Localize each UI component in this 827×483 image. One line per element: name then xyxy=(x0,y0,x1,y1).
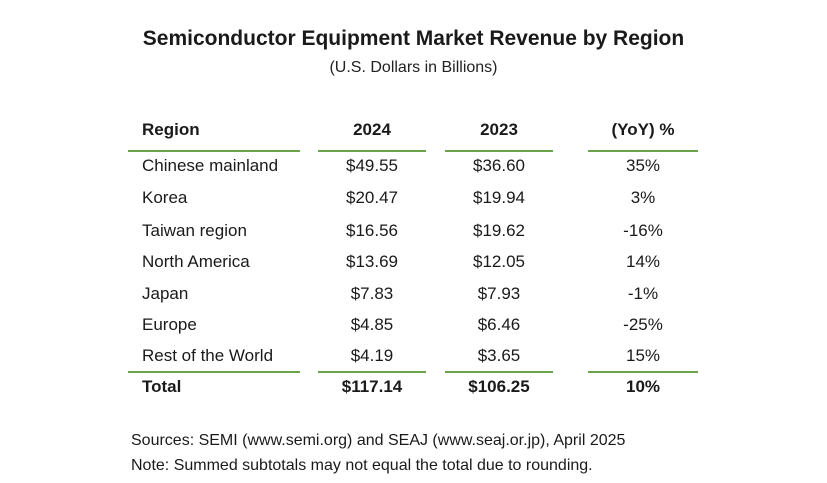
row-region: Korea xyxy=(142,188,188,207)
row-region: Japan xyxy=(142,284,189,303)
row-yoy: 15% xyxy=(625,346,661,365)
row-region: North America xyxy=(142,252,250,271)
row-2023: $7.93 xyxy=(477,284,521,303)
row-2024: $20.47 xyxy=(346,188,398,207)
table-total-row: Total $117.14 $106.25 10% xyxy=(0,374,827,400)
row-2024: $49.55 xyxy=(346,156,398,175)
row-2023: $19.94 xyxy=(473,188,525,207)
row-yoy: -16% xyxy=(623,221,663,240)
table-row: Japan $7.83 $7.93 -1% xyxy=(0,281,827,307)
row-2024: $16.56 xyxy=(346,221,398,240)
row-2023: $3.65 xyxy=(477,346,521,365)
total-yoy: 10% xyxy=(625,377,661,396)
row-yoy: 3% xyxy=(630,188,656,207)
row-2023: $36.60 xyxy=(473,156,525,175)
total-2023: $106.25 xyxy=(468,377,530,396)
row-yoy: -1% xyxy=(627,284,659,303)
row-2024: $4.19 xyxy=(350,346,394,365)
header-region: Region xyxy=(142,120,200,139)
table-row: Chinese mainland $49.55 $36.60 35% xyxy=(0,153,827,179)
page-subtitle: (U.S. Dollars in Billions) xyxy=(329,59,498,76)
row-2023: $19.62 xyxy=(473,221,525,240)
header-yoy: (YoY) % xyxy=(611,120,675,139)
header-rule-2023 xyxy=(445,150,553,152)
total-2024: $117.14 xyxy=(341,377,403,396)
total-label: Total xyxy=(142,377,182,396)
total-rule-2023 xyxy=(445,371,553,373)
row-yoy: -25% xyxy=(623,315,663,334)
row-2023: $6.46 xyxy=(477,315,521,334)
table-row: Europe $4.85 $6.46 -25% xyxy=(0,312,827,338)
table-row: Korea $20.47 $19.94 3% xyxy=(0,185,827,211)
page-title: Semiconductor Equipment Market Revenue b… xyxy=(142,27,685,50)
header-rule-yoy xyxy=(588,150,698,152)
table-header-row: Region 2024 2023 (YoY) % xyxy=(0,117,827,143)
sources-note: Sources: SEMI (www.semi.org) and SEAJ (w… xyxy=(131,432,626,449)
total-rule-yoy xyxy=(588,371,698,373)
table-row: Rest of the World $4.19 $3.65 15% xyxy=(0,343,827,369)
row-region: Europe xyxy=(142,315,197,334)
row-region: Chinese mainland xyxy=(142,156,279,175)
row-yoy: 14% xyxy=(625,252,661,271)
row-2024: $7.83 xyxy=(350,284,394,303)
row-2023: $12.05 xyxy=(473,252,525,271)
rounding-note: Note: Summed subtotals may not equal the… xyxy=(131,457,593,474)
header-2024: 2024 xyxy=(353,120,391,139)
table-row: Taiwan region $16.56 $19.62 -16% xyxy=(0,218,827,244)
row-2024: $4.85 xyxy=(350,315,394,334)
header-2023: 2023 xyxy=(480,120,518,139)
header-rule-region xyxy=(128,150,300,152)
total-rule-region xyxy=(128,371,300,373)
header-rule-2024 xyxy=(318,150,426,152)
row-region: Rest of the World xyxy=(142,346,274,365)
total-rule-2024 xyxy=(318,371,426,373)
table-row: North America $13.69 $12.05 14% xyxy=(0,249,827,275)
row-2024: $13.69 xyxy=(346,252,398,271)
row-yoy: 35% xyxy=(625,156,661,175)
row-region: Taiwan region xyxy=(142,221,247,240)
